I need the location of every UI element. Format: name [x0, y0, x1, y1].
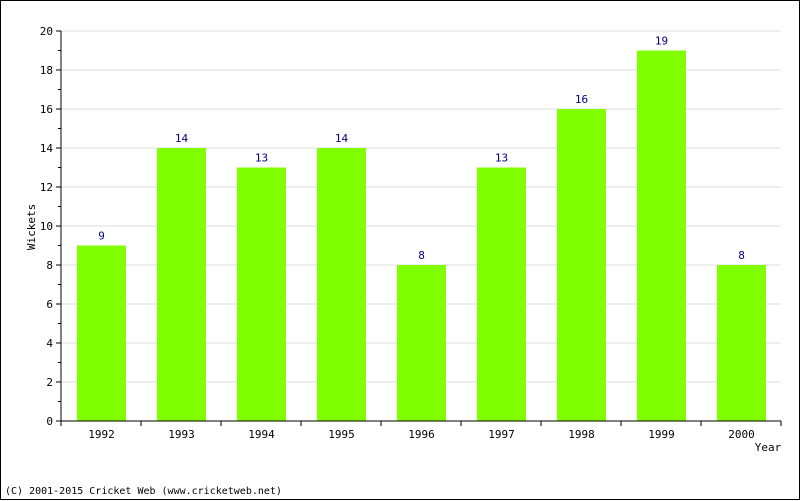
data-label-1996: 8 [418, 249, 425, 262]
x-tick-label-1994: 1994 [248, 428, 275, 441]
y-tick-label: 6 [46, 298, 53, 311]
bar-1993 [157, 148, 206, 421]
bars [77, 50, 766, 421]
axes [56, 30, 782, 426]
y-tick-label: 10 [40, 220, 53, 233]
x-tick-label-1993: 1993 [168, 428, 195, 441]
y-tick-label: 16 [40, 103, 53, 116]
x-tick-label-1996: 1996 [408, 428, 435, 441]
y-tick-label: 8 [46, 259, 53, 272]
y-tick-label: 2 [46, 376, 53, 389]
data-label-1995: 14 [335, 132, 349, 145]
data-label-1998: 16 [575, 93, 588, 106]
bar-1995 [317, 148, 366, 421]
y-axis-label: Wickets [25, 204, 38, 250]
data-label-1992: 9 [98, 230, 105, 243]
bar-1997 [477, 167, 526, 421]
data-label-1993: 14 [175, 132, 189, 145]
y-tick-label: 14 [40, 142, 54, 155]
bar-1998 [557, 109, 606, 421]
x-axis-label: Year [755, 441, 782, 454]
bar-2000 [717, 265, 766, 421]
footer-credit: (C) 2001-2015 Cricket Web (www.cricketwe… [5, 486, 282, 497]
x-tick-label-1992: 1992 [88, 428, 115, 441]
x-tick-label-2000: 2000 [728, 428, 755, 441]
x-tick-label-1997: 1997 [488, 428, 515, 441]
y-tick-label: 18 [40, 64, 53, 77]
y-tick-label: 0 [46, 415, 53, 428]
data-label-1994: 13 [255, 152, 268, 165]
y-tick-label: 20 [40, 25, 53, 38]
data-label-1999: 19 [655, 35, 668, 48]
data-label-1997: 13 [495, 152, 508, 165]
bar-1992 [77, 245, 126, 421]
data-label-2000: 8 [738, 249, 745, 262]
labels: 9 14 13 14 8 13 16 19 8 0 2 4 6 8 10 12 14 16 18 20 1992 1993… [40, 25, 755, 441]
y-tick-label: 12 [40, 181, 53, 194]
bar-1994 [237, 167, 286, 421]
bar-1999 [637, 50, 686, 421]
y-tick-label: 4 [46, 337, 53, 350]
x-tick-label-1998: 1998 [568, 428, 595, 441]
bar-1996 [397, 265, 446, 421]
x-tick-label-1999: 1999 [648, 428, 675, 441]
x-tick-label-1995: 1995 [328, 428, 355, 441]
